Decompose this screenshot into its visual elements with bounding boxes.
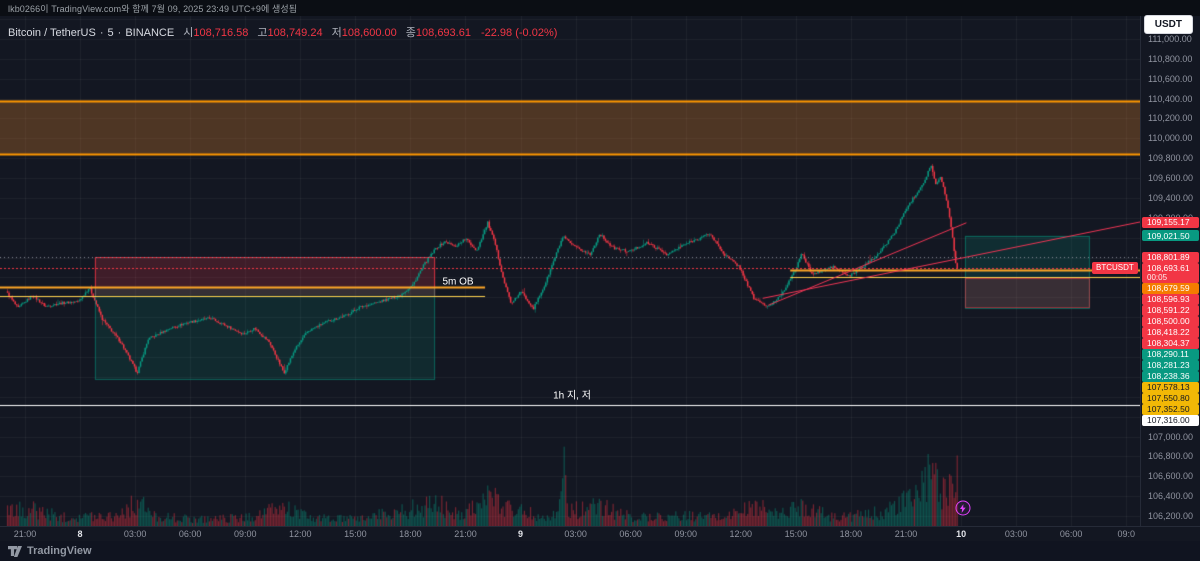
time-label: 12:00 bbox=[729, 529, 753, 539]
price-level-badge: 107,352.50 bbox=[1142, 403, 1199, 415]
time-label: 18:00 bbox=[839, 529, 863, 539]
time-label: 15:00 bbox=[344, 529, 367, 539]
event-marker[interactable] bbox=[955, 500, 971, 516]
price-tick: 110,000.00 bbox=[1148, 133, 1193, 144]
time-label: 21:00 bbox=[894, 529, 918, 539]
price-level-badge: 108,304.37 bbox=[1142, 337, 1199, 349]
time-label: 8 bbox=[77, 529, 83, 539]
chart-region: Bitcoin / TetherUS · 5 · BINANCE 시 108,7… bbox=[0, 16, 1200, 526]
price-level-badge: 108,418.22 bbox=[1142, 326, 1199, 338]
price-level-badge: 108,679.59 bbox=[1142, 282, 1199, 294]
time-label: 18:00 bbox=[399, 529, 422, 539]
price-level-badge: 107,316.00 bbox=[1142, 414, 1199, 426]
time-label: 09:00 bbox=[233, 529, 257, 539]
tradingview-logo[interactable] bbox=[8, 544, 22, 558]
price-level-badge: 108,500.00 bbox=[1142, 315, 1199, 327]
low-label: 저 bbox=[331, 27, 342, 39]
price-axis[interactable]: 111,000.00 110,800.00 110,600.00 110,400.00… bbox=[1140, 16, 1200, 526]
price-level-badge: 107,550.80 bbox=[1142, 392, 1199, 404]
time-label: 06:00 bbox=[1059, 529, 1083, 539]
price-level-badge: 108,591.22 bbox=[1142, 304, 1199, 316]
brand-label: TradingView bbox=[27, 545, 92, 557]
price-level-badge: 109,021.50 bbox=[1142, 230, 1199, 242]
price-tick: 109,800.00 bbox=[1148, 153, 1194, 164]
lightning-icon bbox=[960, 503, 966, 513]
open-value: 108,716.58 bbox=[193, 27, 249, 39]
price-level-badge: 108,596.93 bbox=[1142, 293, 1199, 305]
attribution-text: lkb0266이 TradingView.com와 함께 7월 09, 2025… bbox=[8, 3, 298, 14]
top-bar: lkb0266이 TradingView.com와 함께 7월 09, 2025… bbox=[0, 0, 1200, 16]
time-label: 03:00 bbox=[1004, 529, 1028, 539]
interval-label[interactable]: 5 bbox=[107, 27, 114, 39]
price-tick: 107,000.00 bbox=[1148, 431, 1194, 442]
time-label: 10 bbox=[956, 529, 967, 539]
high-label: 고 bbox=[257, 27, 268, 39]
time-label: 21:00 bbox=[454, 529, 477, 539]
time-label: 9 bbox=[518, 529, 524, 539]
price-tick: 110,600.00 bbox=[1148, 73, 1193, 84]
time-label: 09:00 bbox=[674, 529, 697, 539]
close-value: 108,693.61 bbox=[415, 27, 471, 39]
symbol-legend: Bitcoin / TetherUS · 5 · BINANCE 시 108,7… bbox=[8, 24, 561, 40]
price-tick: 106,800.00 bbox=[1148, 451, 1194, 462]
price-tick: 111,000.00 bbox=[1148, 33, 1192, 44]
time-label: 15:00 bbox=[784, 529, 808, 539]
price-tick: 110,200.00 bbox=[1148, 113, 1193, 124]
open-label: 시 bbox=[183, 27, 194, 39]
price-level-badge: 108,281.23 bbox=[1142, 359, 1199, 371]
exchange-label[interactable]: BINANCE bbox=[125, 27, 175, 39]
time-axis[interactable]: 21:00 8 03:00 06:00 09:00 12:00 15:00 18:00 21:0… bbox=[0, 526, 1200, 541]
time-label: 06:00 bbox=[619, 529, 642, 539]
price-chart-canvas[interactable] bbox=[0, 16, 1140, 526]
price-tick: 106,200.00 bbox=[1148, 511, 1194, 522]
low-value: 108,600.00 bbox=[341, 27, 397, 39]
close-label: 종 bbox=[405, 27, 416, 39]
hline-label[interactable]: 1h 지, 저 bbox=[553, 390, 591, 402]
ob-zone-label[interactable]: 5m OB bbox=[442, 276, 474, 288]
price-level-badge: 108,290.11 bbox=[1142, 348, 1199, 360]
time-label: 06:00 bbox=[178, 529, 202, 539]
time-label: 21:00 bbox=[13, 529, 37, 539]
price-tick: 106,400.00 bbox=[1148, 491, 1194, 502]
price-tick: 109,400.00 bbox=[1148, 192, 1194, 203]
currency-toggle-button[interactable]: USDT bbox=[1143, 15, 1193, 34]
price-tick: 106,600.00 bbox=[1148, 471, 1194, 482]
symbol-title[interactable]: Bitcoin / TetherUS bbox=[8, 27, 96, 39]
price-tick: 109,600.00 bbox=[1148, 173, 1194, 184]
price-level-badge: 107,578.13 bbox=[1142, 381, 1199, 393]
time-label: 09:0 bbox=[1117, 529, 1135, 539]
legend-separator: · bbox=[99, 27, 104, 39]
price-tick: 110,800.00 bbox=[1148, 53, 1193, 64]
high-value: 108,749.24 bbox=[267, 27, 323, 39]
legend-separator: · bbox=[117, 27, 122, 39]
time-label: 12:00 bbox=[289, 529, 312, 539]
footer: TradingView bbox=[0, 541, 1200, 561]
price-level-badge: 108,801.89 bbox=[1142, 251, 1199, 263]
price-level-badge: 109,155.17 bbox=[1142, 216, 1199, 228]
time-label: 03:00 bbox=[123, 529, 147, 539]
price-tick: 110,400.00 bbox=[1148, 93, 1193, 104]
chart-area: Bitcoin / TetherUS · 5 · BINANCE 시 108,7… bbox=[0, 16, 1140, 526]
last-price-badge: 108,693.61 00:05 bbox=[1142, 262, 1199, 283]
time-label: 03:00 bbox=[564, 529, 587, 539]
symbol-price-tag: BTCUSDT bbox=[1092, 262, 1138, 275]
change-value: -22.98 (-0.02%) bbox=[480, 27, 558, 39]
price-level-badge: 108,238.36 bbox=[1142, 370, 1199, 382]
